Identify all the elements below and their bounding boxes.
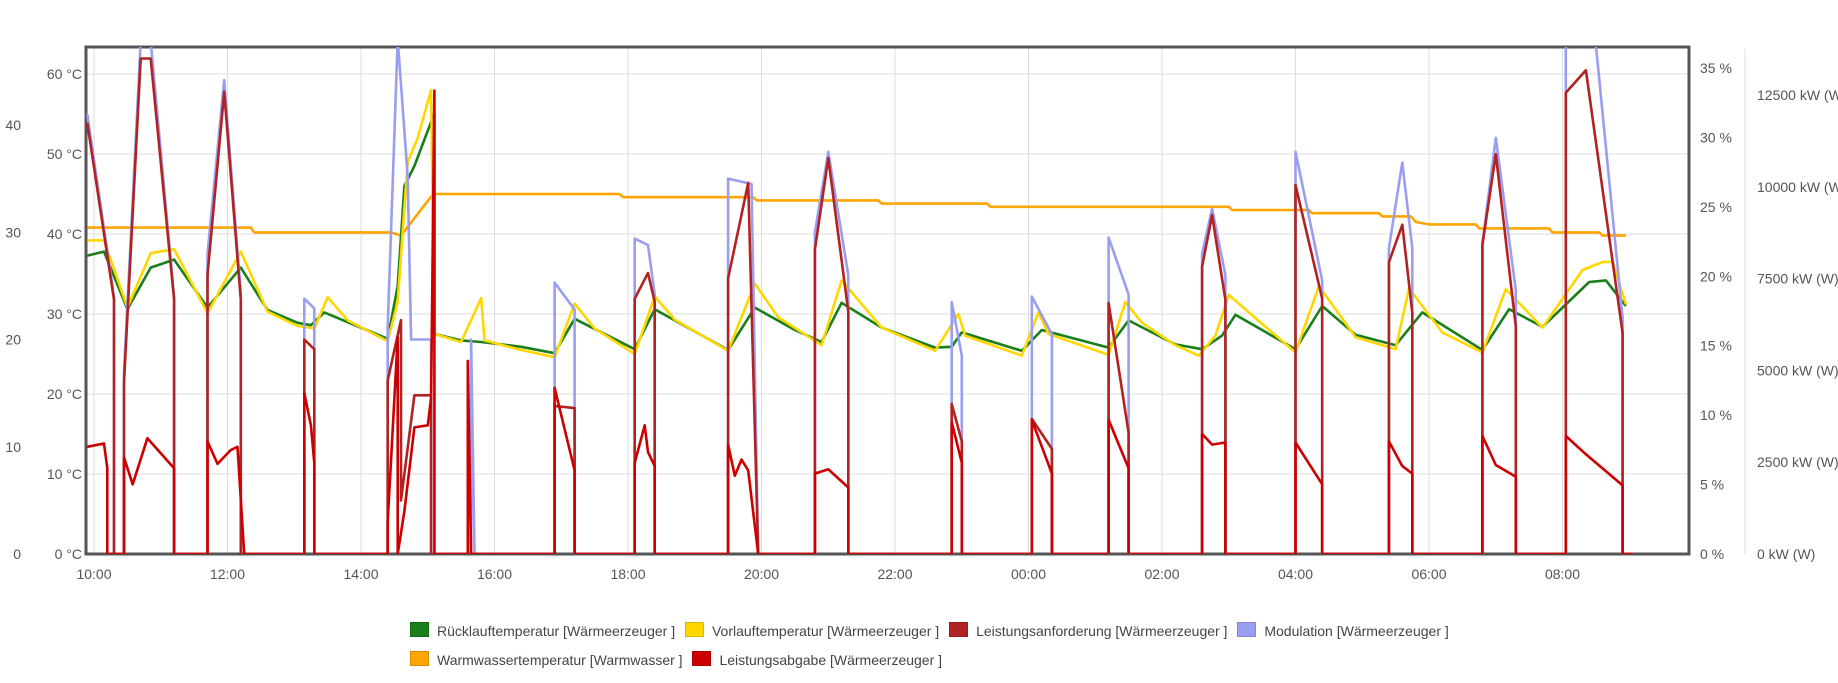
x-tick: 12:00 xyxy=(210,566,245,582)
legend-label: Vorlauftemperatur [Wärmeerzeuger ] xyxy=(711,623,940,639)
y-tick-temp: 0 °C xyxy=(55,546,82,562)
y-tick-power: 12500 kW (W) xyxy=(1757,87,1838,103)
y-tick-percent: 30 % xyxy=(1700,129,1732,145)
y-tick-power: 5000 kW (W) xyxy=(1757,362,1838,378)
y-tick-left: 0 xyxy=(13,546,21,562)
y-tick-power: 10000 kW (W) xyxy=(1757,179,1838,195)
legend-item-modulation[interactable]: Modulation [Wärmeerzeuger ] xyxy=(1237,617,1449,646)
x-axis: 10:00 12:00 14:00 16:00 18:00 20:00 22:00 00:00… xyxy=(76,566,1580,582)
x-tick: 08:00 xyxy=(1545,566,1580,582)
legend-label: Leistungsanforderung [Wärmeerzeuger ] xyxy=(976,623,1228,639)
y-axis-power: 0 kW (W) 2500 kW (W) 5000 kW (W) 7500 kW (W… xyxy=(1744,49,1838,562)
legend-label: Warmwassertemperatur [Warmwasser ] xyxy=(437,652,683,668)
y-tick-temp: 60 °C xyxy=(47,66,82,82)
series-layer xyxy=(86,47,1633,554)
y-tick-left: 10 xyxy=(5,439,21,455)
y-tick-percent: 0 % xyxy=(1700,546,1724,562)
legend-swatch xyxy=(692,651,712,666)
legend-swatch xyxy=(410,651,429,666)
y-tick-power: 0 kW (W) xyxy=(1757,546,1815,562)
x-tick: 16:00 xyxy=(477,566,512,582)
legend-item-ruecklauf[interactable]: Rücklauftemperatur [Wärmeerzeuger ] xyxy=(410,617,675,646)
chart: 0 °C 10 °C 20 °C 30 °C 40 °C 50 °C 60 °C 0 10 20… xyxy=(5,45,1838,582)
series-line-4 xyxy=(87,192,1626,237)
series-line-3 xyxy=(86,47,1633,554)
legend-row-1: Rücklauftemperatur [Wärmeerzeuger ] Vorl… xyxy=(410,617,1510,646)
y-tick-percent: 15 % xyxy=(1700,338,1732,354)
legend-swatch xyxy=(949,622,969,637)
y-tick-temp: 10 °C xyxy=(47,466,82,482)
y-tick-temp: 20 °C xyxy=(47,386,82,402)
legend-item-leistungsanforderung[interactable]: Leistungsanforderung [Wärmeerzeuger ] xyxy=(949,617,1227,646)
legend-item-warmwasser[interactable]: Warmwassertemperatur [Warmwasser ] xyxy=(410,646,683,675)
y-tick-left: 30 xyxy=(5,224,21,240)
y-tick-left: 20 xyxy=(5,332,21,348)
legend-item-vorlauf[interactable]: Vorlauftemperatur [Wärmeerzeuger ] xyxy=(684,617,940,646)
legend-label: Modulation [Wärmeerzeuger ] xyxy=(1264,623,1449,639)
legend-swatch xyxy=(684,622,704,637)
legend-row-2: Warmwassertemperatur [Warmwasser ] Leist… xyxy=(410,646,1510,675)
x-tick: 18:00 xyxy=(610,566,645,582)
legend-swatch xyxy=(410,622,429,637)
y-tick-temp: 50 °C xyxy=(47,146,82,162)
legend-item-leistungsabgabe[interactable]: Leistungsabgabe [Wärmeerzeuger ] xyxy=(692,646,942,675)
y-tick-percent: 25 % xyxy=(1700,199,1732,215)
y-tick-temp: 40 °C xyxy=(47,226,82,242)
series-line-2 xyxy=(86,57,1633,554)
y-axis-percent: 0 % 5 % 10 % 15 % 20 % 25 % 30 % 35 % xyxy=(1700,60,1732,562)
y-axis-left: 0 10 20 30 40 xyxy=(5,117,21,562)
x-tick: 00:00 xyxy=(1011,566,1046,582)
x-tick: 02:00 xyxy=(1144,566,1179,582)
y-tick-left: 40 xyxy=(5,117,21,133)
series-line-1 xyxy=(87,88,1628,359)
x-tick: 14:00 xyxy=(343,566,378,582)
x-tick: 20:00 xyxy=(744,566,779,582)
legend-label: Leistungsabgabe [Wärmeerzeuger ] xyxy=(719,652,943,668)
y-tick-power: 2500 kW (W) xyxy=(1757,454,1838,470)
legend: Rücklauftemperatur [Wärmeerzeuger ] Vorl… xyxy=(410,617,1510,675)
y-tick-percent: 10 % xyxy=(1700,407,1732,423)
x-tick: 10:00 xyxy=(76,566,111,582)
x-tick: 22:00 xyxy=(877,566,912,582)
x-tick: 04:00 xyxy=(1278,566,1313,582)
y-tick-percent: 5 % xyxy=(1700,477,1724,493)
grid xyxy=(86,47,1689,555)
y-axis-temp: 0 °C 10 °C 20 °C 30 °C 40 °C 50 °C 60 °C xyxy=(47,66,82,562)
y-tick-temp: 30 °C xyxy=(47,306,82,322)
y-tick-percent: 20 % xyxy=(1700,268,1732,284)
y-tick-power: 7500 kW (W) xyxy=(1757,271,1838,287)
legend-label: Rücklauftemperatur [Wärmeerzeuger ] xyxy=(437,623,676,639)
series-line-5 xyxy=(87,89,1633,554)
y-tick-percent: 35 % xyxy=(1700,60,1732,76)
x-tick: 06:00 xyxy=(1411,566,1446,582)
legend-swatch xyxy=(1237,622,1257,637)
